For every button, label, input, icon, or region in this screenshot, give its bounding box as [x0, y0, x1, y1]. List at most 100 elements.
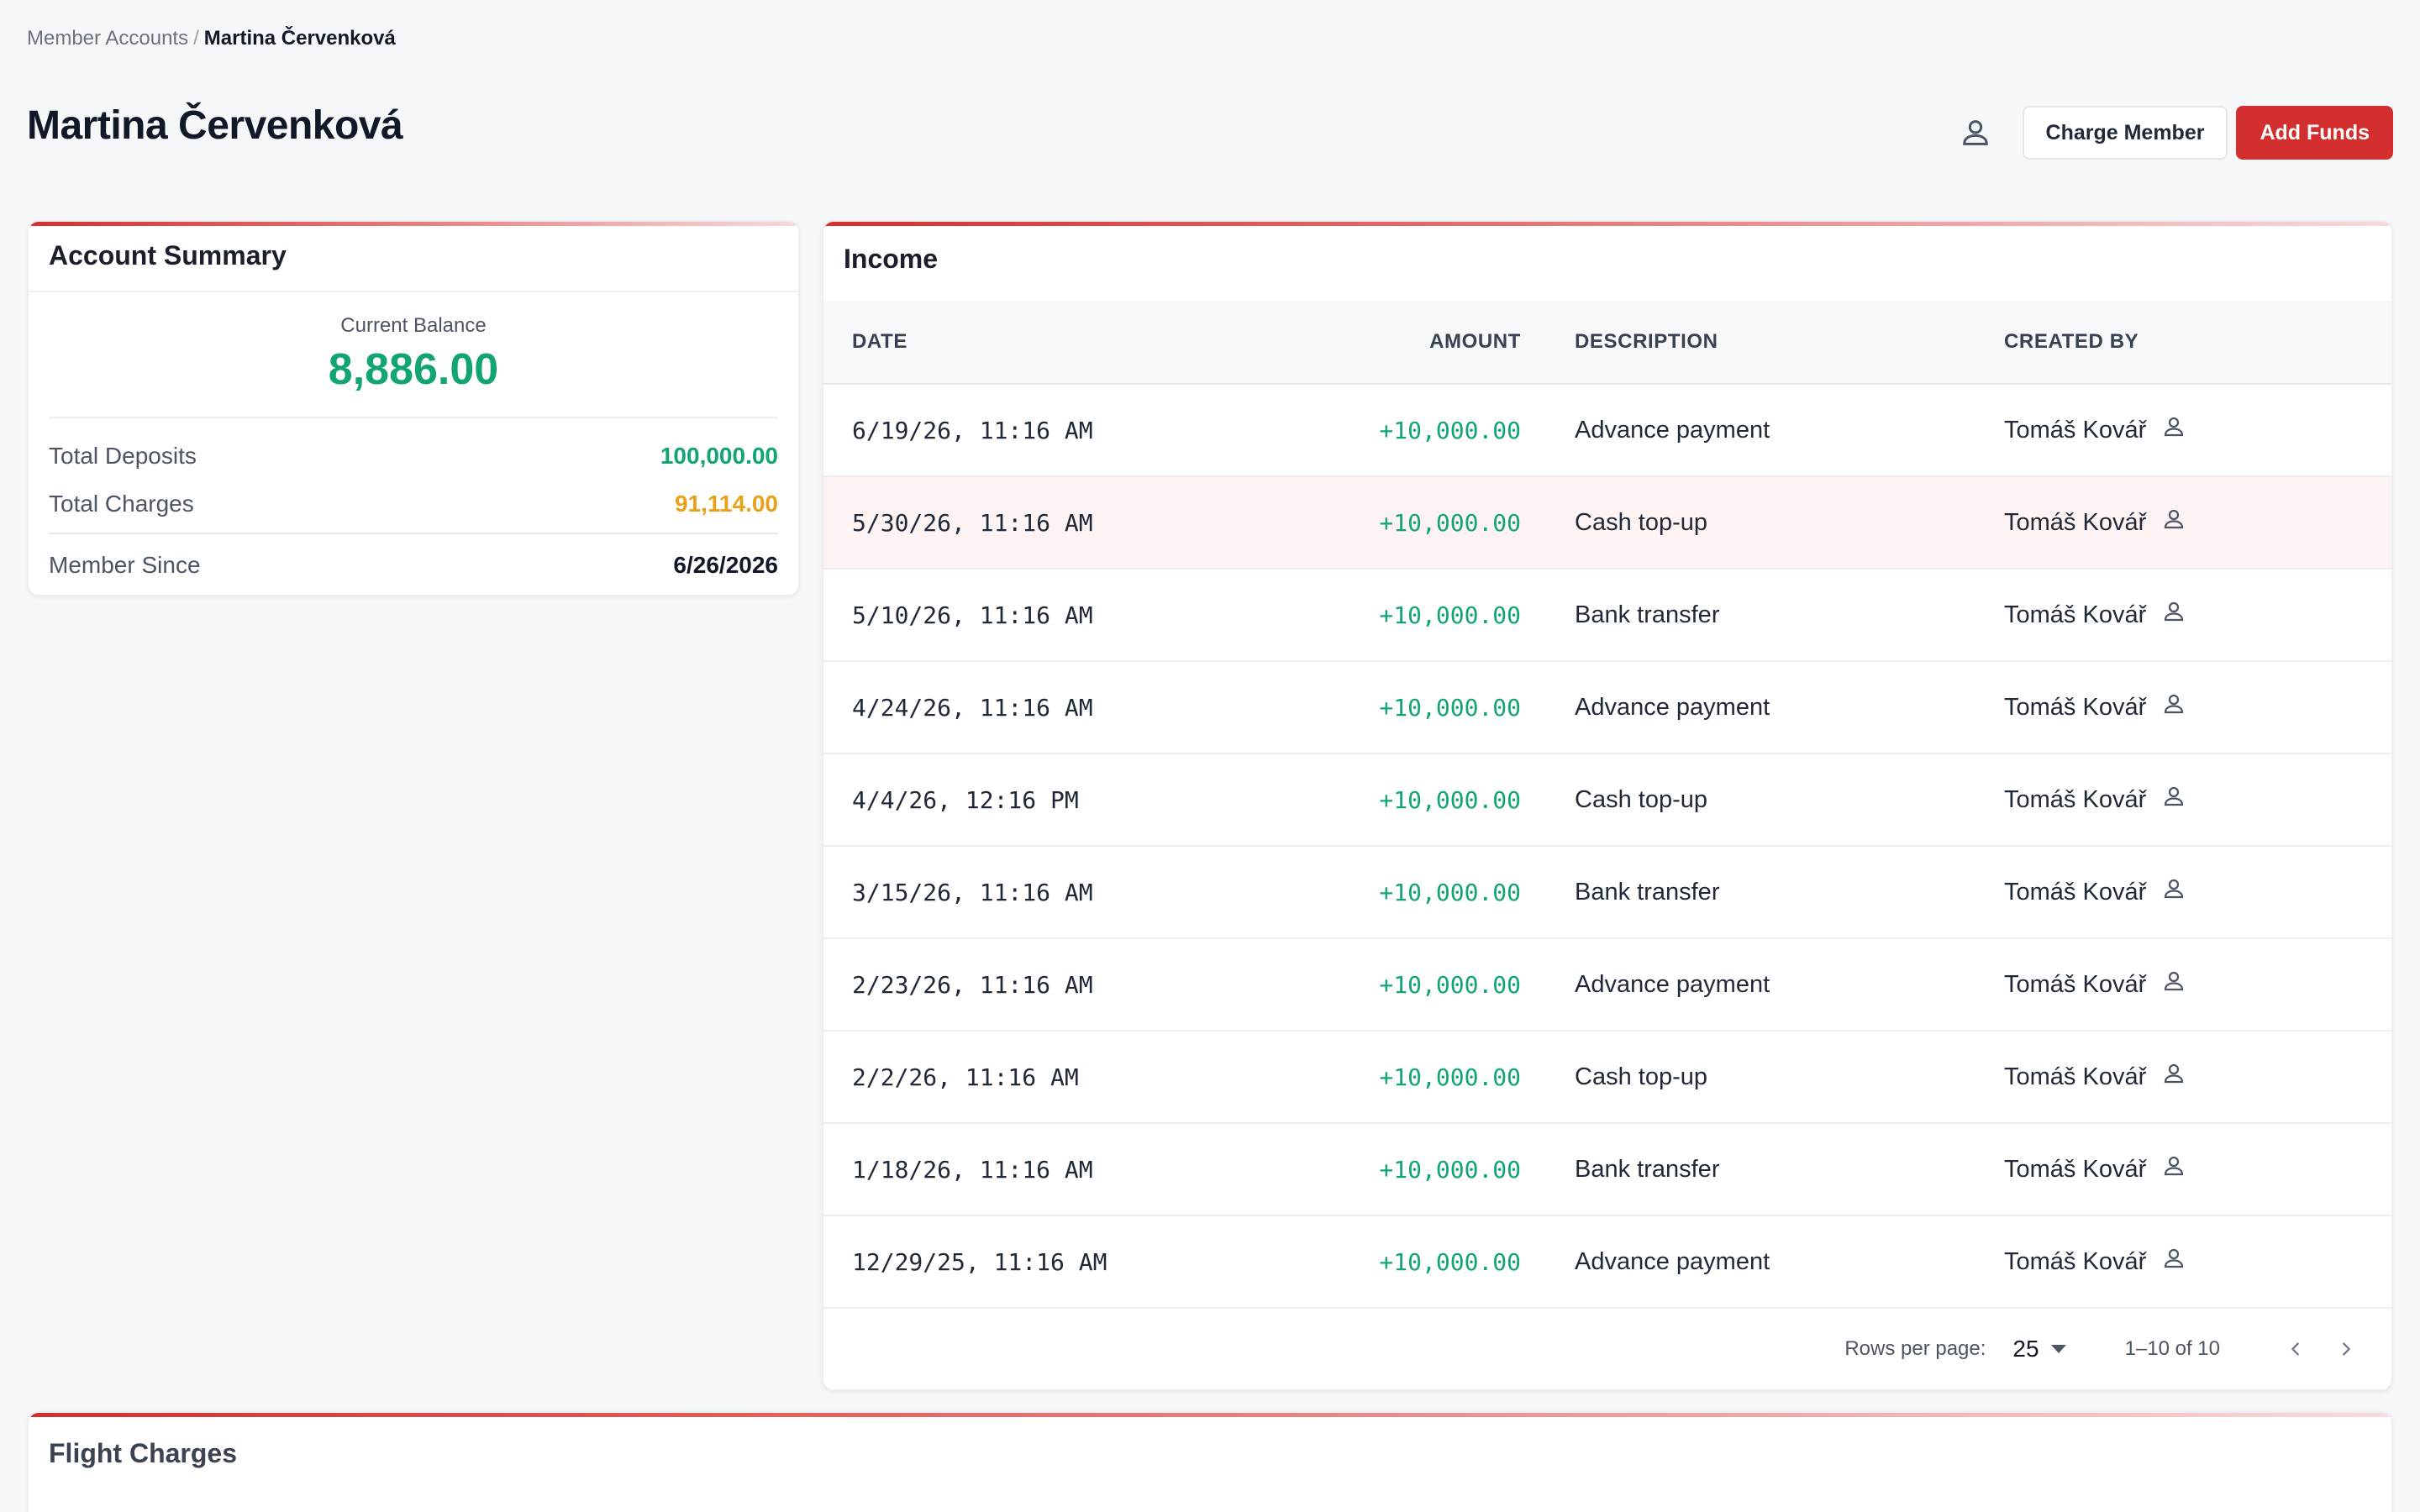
rows-per-page-select[interactable]: 25 — [2012, 1336, 2066, 1362]
caret-down-icon — [2050, 1345, 2066, 1353]
member-profile-button[interactable] — [1949, 106, 2002, 160]
cell-amount: +10,000.00 — [1379, 1063, 1521, 1091]
table-row[interactable]: 4/4/26, 12:16 PM +10,000.00 Cash top-up Tom… — [823, 754, 2391, 847]
table-row[interactable]: 5/30/26, 11:16 AM +10,000.00 Cash top-up To… — [823, 477, 2391, 570]
cell-amount: +10,000.00 — [1379, 878, 1521, 906]
account-summary-title: Account Summary — [49, 240, 287, 270]
rows-per-page-value: 25 — [2012, 1336, 2039, 1362]
table-row[interactable]: 2/2/26, 11:16 AM +10,000.00 Cash top-up Tom… — [823, 1032, 2391, 1124]
cell-date: 2/2/26, 11:16 AM — [852, 1063, 1079, 1091]
cell-amount: +10,000.00 — [1379, 601, 1521, 629]
cell-description: Bank transfer — [1575, 1155, 1720, 1183]
member-since-row: Member Since 6/26/2026 — [49, 541, 778, 589]
income-table-header: DATE AMOUNT DESCRIPTION CREATED BY — [823, 301, 2391, 385]
income-title: Income — [844, 244, 939, 274]
total-deposits-value: 100,000.00 — [660, 442, 778, 469]
person-icon[interactable] — [2161, 1153, 2186, 1185]
total-deposits-row: Total Deposits 100,000.00 — [49, 432, 778, 480]
person-icon — [1962, 120, 1988, 145]
chevron-left-icon — [2291, 1342, 2299, 1356]
cell-description: Bank transfer — [1575, 601, 1720, 628]
created-by-name: Tomáš Kovář — [2004, 878, 2147, 906]
cell-amount: +10,000.00 — [1379, 416, 1521, 444]
person-icon[interactable] — [2161, 414, 2186, 446]
created-by-name: Tomáš Kovář — [2004, 1063, 2147, 1090]
cell-description: Bank transfer — [1575, 878, 1720, 906]
person-icon[interactable] — [2161, 784, 2186, 816]
summary-stats: Total Deposits 100,000.00 Total Charges … — [49, 417, 778, 589]
previous-page-button[interactable] — [2270, 1324, 2321, 1374]
column-header-created-by[interactable]: CREATED BY — [2004, 330, 2139, 353]
table-row[interactable]: 5/10/26, 11:16 AM +10,000.00 Bank transfer… — [823, 570, 2391, 662]
cell-amount: +10,000.00 — [1379, 1155, 1521, 1184]
breadcrumb-current: Martina Červenková — [203, 27, 396, 50]
total-charges-label: Total Charges — [49, 490, 194, 517]
table-row[interactable]: 6/19/26, 11:16 AM +10,000.00 Advance payme… — [823, 385, 2391, 477]
cell-amount: +10,000.00 — [1379, 1247, 1521, 1276]
breadcrumb-member-accounts[interactable]: Member Accounts — [27, 27, 189, 50]
column-header-date[interactable]: DATE — [852, 330, 908, 353]
total-charges-row: Total Charges 91,114.00 — [49, 480, 778, 528]
table-row[interactable]: 1/18/26, 11:16 AM +10,000.00 Bank transfer… — [823, 1124, 2391, 1216]
card-accent-bar — [29, 222, 798, 226]
cell-amount: +10,000.00 — [1379, 785, 1521, 814]
cell-date: 12/29/25, 11:16 AM — [852, 1247, 1107, 1276]
header-actions: Charge Member Add Funds — [1949, 106, 2393, 160]
table-row[interactable]: 2/23/26, 11:16 AM +10,000.00 Advance payme… — [823, 939, 2391, 1032]
cell-date: 2/23/26, 11:16 AM — [852, 970, 1093, 999]
cell-description: Advance payment — [1575, 693, 1770, 721]
person-icon[interactable] — [2161, 691, 2186, 723]
created-by-name: Tomáš Kovář — [2004, 508, 2147, 536]
next-page-button[interactable] — [2321, 1324, 2371, 1374]
cell-date: 6/19/26, 11:16 AM — [852, 416, 1093, 444]
stats-divider — [49, 533, 778, 534]
current-balance-label: Current Balance — [340, 314, 487, 337]
charge-member-button[interactable]: Charge Member — [2022, 106, 2228, 160]
cell-created-by: Tomáš Kovář — [2004, 691, 2186, 723]
flight-charges-title: Flight Charges — [49, 1438, 238, 1468]
table-row[interactable]: 12/29/25, 11:16 AM +10,000.00 Advance paym… — [823, 1216, 2391, 1309]
flight-charges-card: Flight Charges — [27, 1411, 2393, 1512]
cell-description: Cash top-up — [1575, 508, 1707, 536]
cell-created-by: Tomáš Kovář — [2004, 876, 2186, 908]
cell-date: 4/24/26, 11:16 AM — [852, 693, 1093, 722]
page-title: Martina Červenková — [27, 103, 403, 148]
cell-created-by: Tomáš Kovář — [2004, 1153, 2186, 1185]
table-pagination: Rows per page: 25 1–10 of 10 — [823, 1309, 2391, 1389]
cell-amount: +10,000.00 — [1379, 970, 1521, 999]
person-icon[interactable] — [2161, 1246, 2186, 1278]
created-by-name: Tomáš Kovář — [2004, 1155, 2147, 1183]
table-row[interactable]: 4/24/26, 11:16 AM +10,000.00 Advance payme… — [823, 662, 2391, 754]
cell-description: Advance payment — [1575, 416, 1770, 444]
person-icon[interactable] — [2161, 876, 2186, 908]
cell-description: Advance payment — [1575, 970, 1770, 998]
person-icon[interactable] — [2161, 1061, 2186, 1093]
cell-description: Cash top-up — [1575, 785, 1707, 813]
cell-date: 5/10/26, 11:16 AM — [852, 601, 1093, 629]
cell-date: 4/4/26, 12:16 PM — [852, 785, 1079, 814]
pagination-range: 1–10 of 10 — [2124, 1337, 2220, 1360]
created-by-name: Tomáš Kovář — [2004, 1247, 2147, 1275]
created-by-name: Tomáš Kovář — [2004, 416, 2147, 444]
cell-created-by: Tomáš Kovář — [2004, 969, 2186, 1000]
rows-per-page-label: Rows per page: — [1844, 1337, 1986, 1360]
table-row[interactable]: 3/15/26, 11:16 AM +10,000.00 Bank transfer… — [823, 847, 2391, 939]
total-deposits-label: Total Deposits — [49, 442, 197, 469]
balance-block: Current Balance 8,886.00 — [29, 292, 798, 417]
current-balance-value: 8,886.00 — [328, 345, 499, 394]
cell-created-by: Tomáš Kovář — [2004, 1246, 2186, 1278]
income-table-body: 6/19/26, 11:16 AM +10,000.00 Advance payme… — [823, 385, 2391, 1309]
person-icon[interactable] — [2161, 599, 2186, 631]
cell-description: Advance payment — [1575, 1247, 1770, 1275]
card-accent-bar — [823, 222, 2391, 226]
person-icon[interactable] — [2161, 969, 2186, 1000]
person-icon[interactable] — [2161, 507, 2186, 538]
column-header-description[interactable]: DESCRIPTION — [1575, 330, 1718, 353]
cell-date: 1/18/26, 11:16 AM — [852, 1155, 1093, 1184]
cell-amount: +10,000.00 — [1379, 693, 1521, 722]
add-funds-button[interactable]: Add Funds — [2236, 106, 2393, 160]
card-accent-bar — [29, 1413, 2391, 1417]
column-header-amount[interactable]: AMOUNT — [1429, 330, 1521, 353]
breadcrumb-separator: / — [193, 27, 199, 50]
